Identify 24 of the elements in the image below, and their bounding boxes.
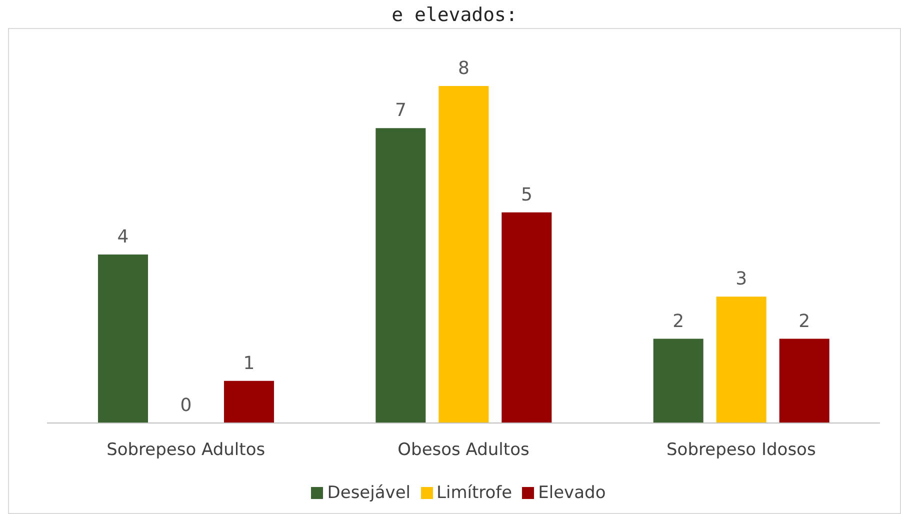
data-label: 4: [117, 226, 129, 248]
bar: [376, 128, 426, 423]
bar: [502, 212, 552, 423]
data-label: 0: [180, 395, 192, 416]
bar: [653, 338, 704, 423]
bar: [716, 296, 766, 423]
bar: [98, 254, 148, 423]
x-tick-label: Sobrepeso Adultos: [106, 440, 266, 460]
bar: [779, 338, 830, 423]
data-label: 3: [736, 268, 748, 290]
x-tick-label: Sobrepeso Idosos: [666, 440, 816, 460]
data-label: 2: [798, 310, 810, 332]
x-tick-label: Obesos Adultos: [398, 440, 530, 460]
data-label: 8: [458, 58, 470, 79]
data-label: 1: [243, 352, 255, 374]
legend-label: Desejável: [327, 483, 411, 503]
legend-label: Elevado: [538, 483, 606, 503]
bar: [224, 380, 274, 423]
data-label: 7: [394, 100, 406, 122]
bar: [438, 86, 489, 423]
chart-title: e elevados:: [390, 4, 518, 26]
data-label: 2: [672, 310, 684, 332]
legend-label: Limítrofe: [436, 483, 512, 503]
data-label: 5: [520, 184, 532, 206]
